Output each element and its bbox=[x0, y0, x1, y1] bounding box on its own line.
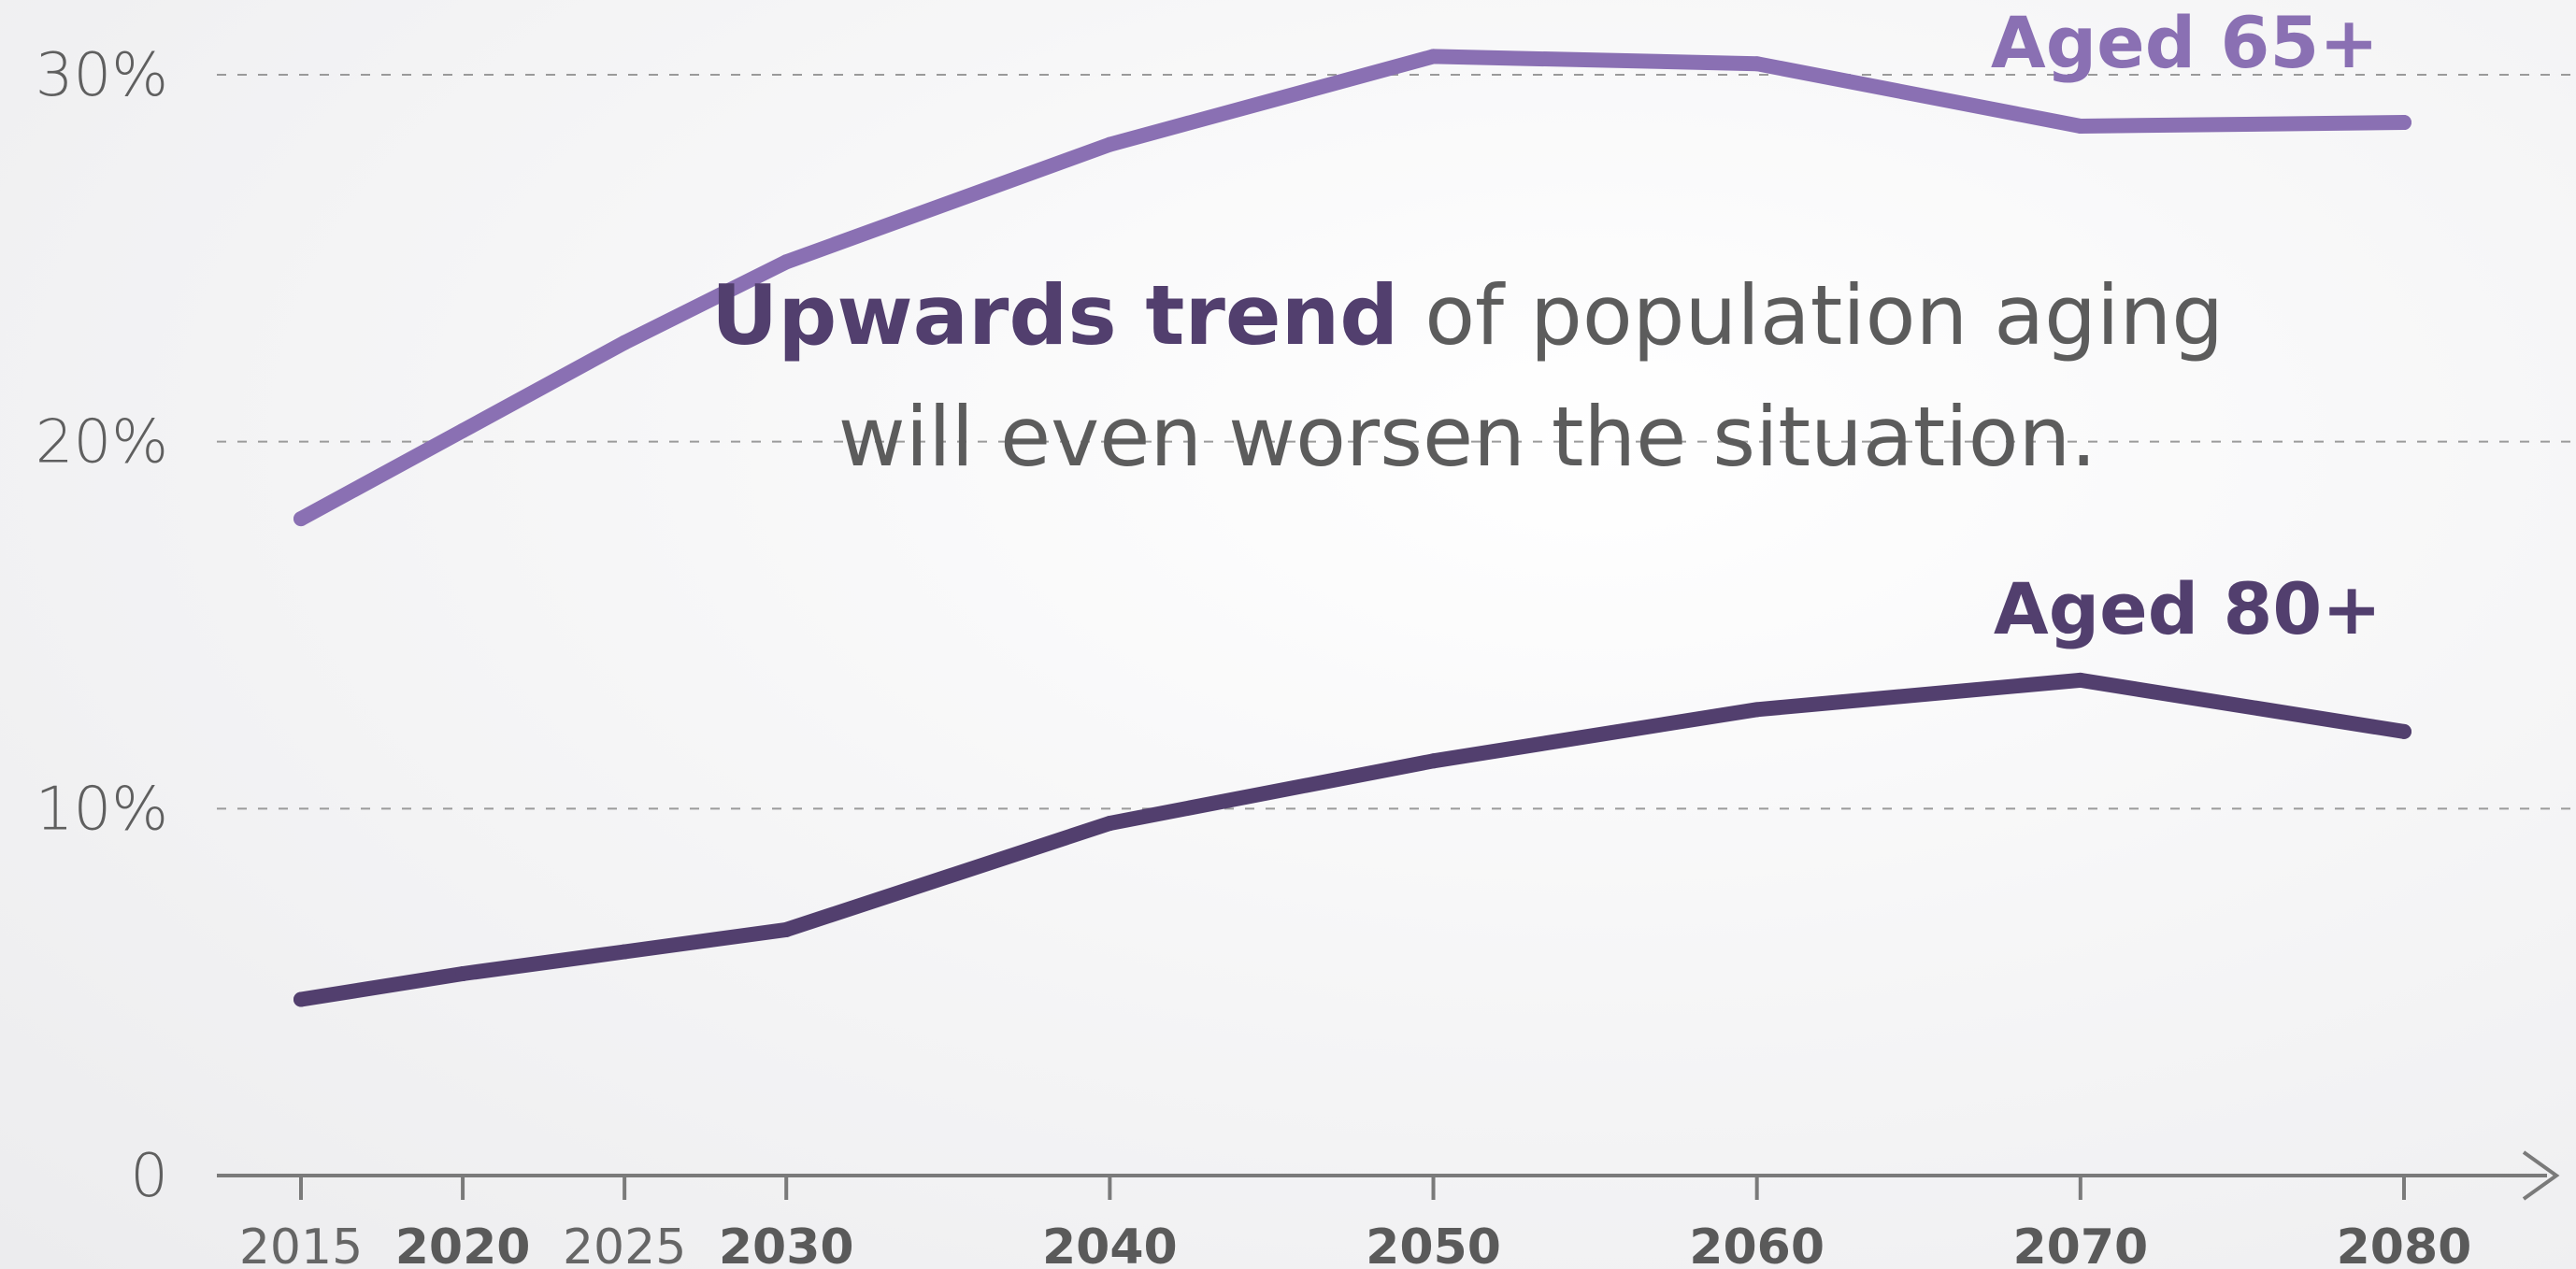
x-tick-label: 2040 bbox=[1042, 1219, 1178, 1269]
data-point bbox=[2396, 115, 2411, 131]
data-point bbox=[617, 335, 633, 350]
x-tick-label: 2015 bbox=[239, 1219, 363, 1269]
gridlines bbox=[217, 74, 2575, 810]
x-axis-arrow-icon bbox=[2522, 1150, 2560, 1201]
data-point bbox=[1102, 136, 1118, 152]
x-tick-label: 2080 bbox=[2337, 1219, 2472, 1269]
y-axis-ticks: 0 10% 20% 30% bbox=[36, 41, 168, 1211]
x-tick-label: 2025 bbox=[563, 1219, 686, 1269]
annotation-line2: will even worsen the situation. bbox=[838, 389, 2097, 485]
data-point bbox=[1425, 49, 1441, 64]
data-point bbox=[1102, 816, 1118, 832]
data-point bbox=[779, 254, 794, 270]
data-point bbox=[617, 944, 633, 960]
x-axis bbox=[217, 1150, 2560, 1201]
series-label-aged-65: Aged 65+ bbox=[1991, 1, 2379, 84]
x-tick-label: 2050 bbox=[1366, 1219, 1501, 1269]
x-tick-label: 2070 bbox=[2012, 1219, 2148, 1269]
series-label-aged-80: Aged 80+ bbox=[1994, 567, 2382, 650]
y-tick-label: 0 bbox=[130, 1142, 168, 1211]
svg-text:Upwards trend of population ag: Upwards trend of population aging bbox=[711, 267, 2224, 364]
data-point bbox=[2072, 672, 2088, 688]
x-axis-ticks: 2015 2020 2025 2030 2040 2050 2060 2070 2080 bbox=[239, 1176, 2472, 1269]
data-point bbox=[1749, 56, 1765, 72]
data-point bbox=[455, 966, 471, 982]
x-tick-label: 2060 bbox=[1689, 1219, 1825, 1269]
annotation-bold: Upwards trend bbox=[711, 267, 1398, 364]
y-tick-label: 10% bbox=[36, 775, 168, 844]
data-point bbox=[1425, 753, 1441, 769]
data-point bbox=[293, 991, 308, 1007]
y-tick-label: 30% bbox=[36, 41, 168, 110]
data-point bbox=[2072, 118, 2088, 134]
series-line-aged-80 bbox=[293, 672, 2411, 1007]
data-point bbox=[1749, 702, 1765, 718]
data-point bbox=[2396, 723, 2411, 739]
x-tick-label: 2020 bbox=[395, 1219, 531, 1269]
annotation-text: Upwards trend of population aging will e… bbox=[711, 267, 2224, 485]
series-lines bbox=[293, 49, 2411, 1007]
x-tick-label: 2030 bbox=[719, 1219, 854, 1269]
annotation-line1-rest: of population aging bbox=[1398, 267, 2224, 364]
data-point bbox=[293, 511, 308, 527]
y-tick-label: 20% bbox=[36, 408, 168, 478]
data-point bbox=[779, 921, 794, 937]
data-point bbox=[455, 422, 471, 438]
